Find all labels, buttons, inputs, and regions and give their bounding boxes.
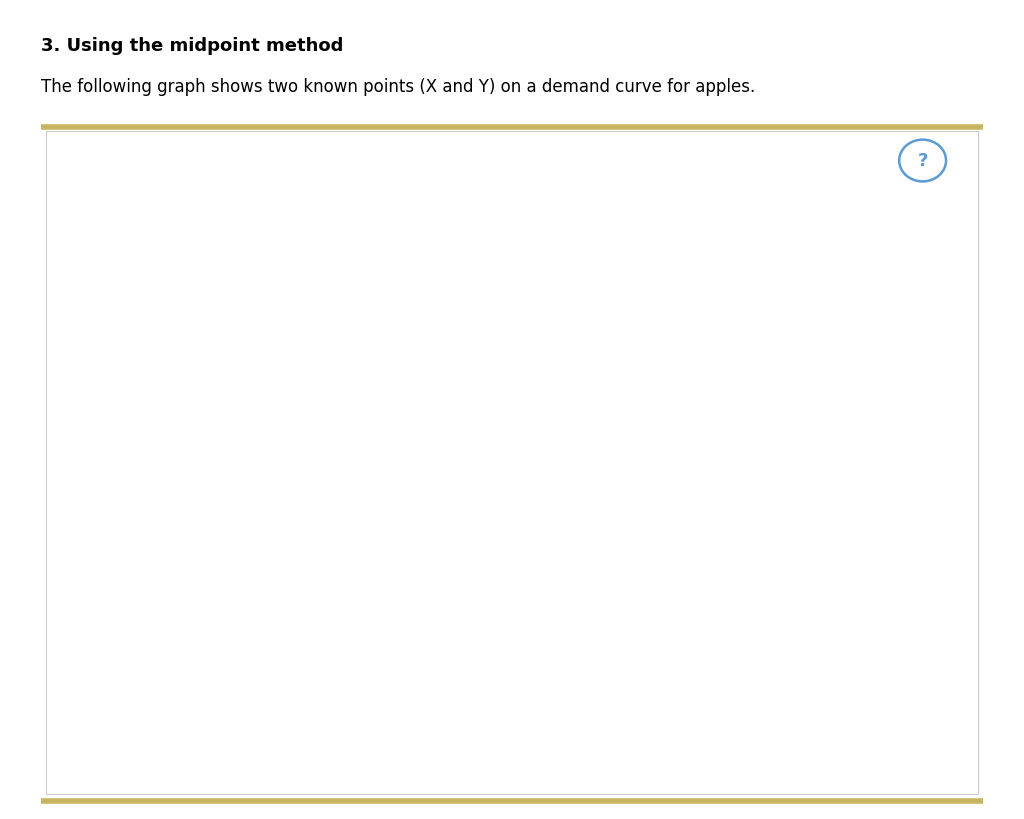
Text: Y: Y <box>434 476 444 494</box>
Text: Demand: Demand <box>600 543 671 561</box>
Y-axis label: PRICE (Dollars per pound): PRICE (Dollars per pound) <box>74 396 89 595</box>
X-axis label: QUANTITY (Thousands of pounds of apples): QUANTITY (Thousands of pounds of apples) <box>331 776 663 792</box>
Text: 3. Using the midpoint method: 3. Using the midpoint method <box>41 37 343 55</box>
Text: ?: ? <box>918 152 928 170</box>
Text: X: X <box>582 525 593 543</box>
Text: The following graph shows two known points (X and Y) on a demand curve for apple: The following graph shows two known poin… <box>41 78 756 96</box>
